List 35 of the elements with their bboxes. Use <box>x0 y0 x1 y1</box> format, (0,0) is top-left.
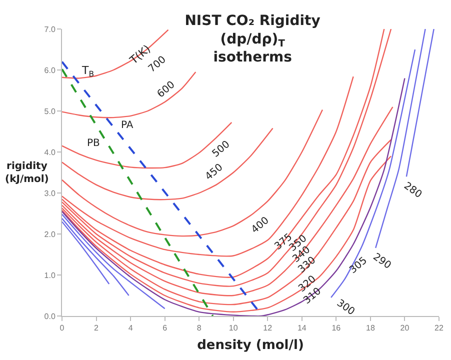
text: 500 <box>210 139 232 160</box>
y-tick-label: 1.0 <box>44 270 56 280</box>
x-tick-label: 6 <box>162 324 168 333</box>
y-axis-title: rigidity (kJ/mol) <box>5 161 49 185</box>
text: 700 <box>146 54 168 75</box>
y-tick-label: 3.0 <box>44 188 56 198</box>
chart-title: NIST CO₂ Rigidity (dp/dρ)$_{T}$ isotherms <box>184 13 320 66</box>
x-tick-label: 18 <box>366 324 376 333</box>
text: 400 <box>250 215 272 236</box>
x-axis-title: density (mol/l) <box>197 338 304 354</box>
x-tick-label: 14 <box>297 324 307 333</box>
series-label: PA <box>121 120 134 131</box>
x-tick-label: 10 <box>228 324 238 333</box>
x-tick-label: 8 <box>196 324 202 333</box>
y-tick-label: 0.0 <box>44 312 56 321</box>
text: 300 <box>334 298 356 318</box>
x-tick-label: 4 <box>128 324 134 333</box>
y-tick-label: 2.0 <box>44 230 56 239</box>
x-tick-label: 12 <box>263 324 273 333</box>
y-tick-label: 7.0 <box>44 24 56 34</box>
y-tick-label: 5.0 <box>44 106 56 116</box>
x-tick-label: 0 <box>60 324 65 333</box>
annotation: T$_{B}$ <box>81 64 94 78</box>
text: 280 <box>402 180 424 201</box>
text: 450 <box>203 162 226 183</box>
x-tick-label: 22 <box>434 324 444 333</box>
x-tick-label: 16 <box>332 324 342 333</box>
y-tick-label: 4.0 <box>44 148 56 157</box>
series-label: PB <box>87 138 100 149</box>
text: 305 <box>348 255 370 276</box>
text: 290 <box>370 252 393 272</box>
x-tick-label: 20 <box>400 324 410 333</box>
y-tick-label: 6.0 <box>44 66 56 75</box>
text: 600 <box>155 79 178 100</box>
x-tick-label: 2 <box>94 324 100 333</box>
